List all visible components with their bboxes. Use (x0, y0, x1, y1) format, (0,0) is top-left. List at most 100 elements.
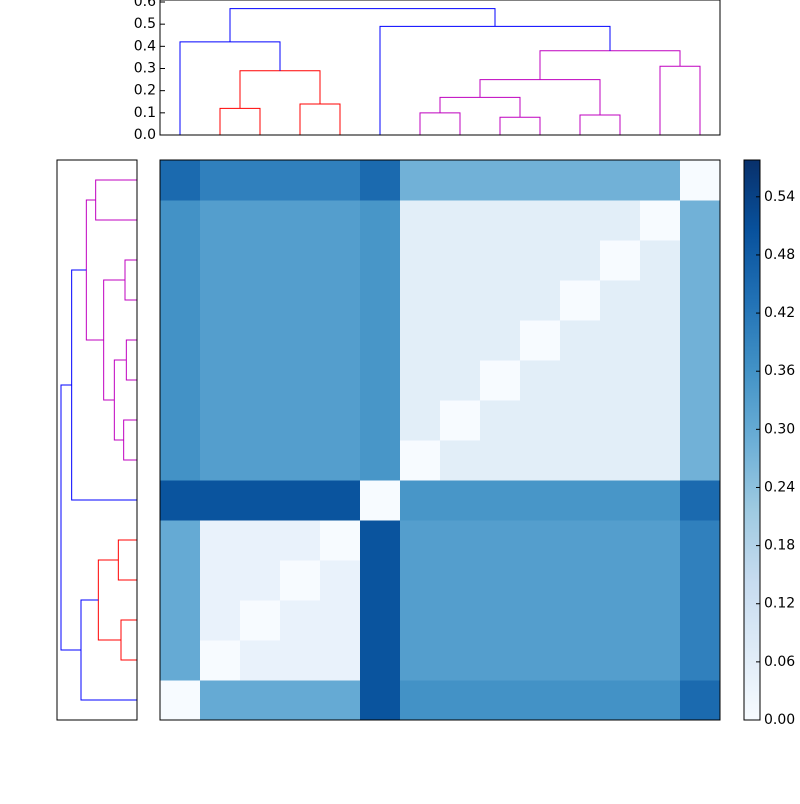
heatmap-cell (280, 160, 321, 201)
top-dendrogram-link (299, 103, 341, 135)
heatmap-cell (680, 640, 721, 681)
heatmap-cell (400, 160, 441, 201)
heatmap-cell (200, 360, 241, 401)
y-tick-label: 0.5 (134, 16, 156, 32)
heatmap-cell (280, 200, 321, 241)
heatmap-cell (680, 240, 721, 281)
top-dendrogram-link (179, 41, 281, 135)
heatmap-cell (280, 600, 321, 641)
heatmap-cell (440, 320, 481, 361)
heatmap-cell (400, 320, 441, 361)
heatmap-cell (200, 640, 241, 681)
heatmap-cell (240, 560, 281, 601)
heatmap-cell (600, 320, 641, 361)
heatmap-cell (360, 520, 401, 561)
y-tick-label: 0.3 (134, 61, 156, 77)
heatmap-cell (160, 680, 201, 721)
left-dendrogram-link (113, 359, 127, 441)
heatmap-cell (240, 360, 281, 401)
heatmap-cell (400, 680, 441, 721)
heatmap-cell (400, 480, 441, 521)
top-dendrogram-link (439, 96, 521, 118)
heatmap-cell (600, 360, 641, 401)
heatmap-cell (360, 200, 401, 241)
colorbar-tick-label: 0.24 (764, 479, 795, 495)
top-dendrogram-link (659, 65, 701, 135)
top-dendrogram-link (219, 107, 261, 135)
heatmap-cell (560, 200, 601, 241)
colorbar-tick-label: 0.48 (764, 247, 795, 263)
heatmap-cell (200, 160, 241, 201)
heatmap-cell (680, 200, 721, 241)
heatmap-cell (280, 240, 321, 281)
heatmap-cell (440, 640, 481, 681)
heatmap-cell (320, 320, 361, 361)
heatmap-cell (240, 320, 281, 361)
heatmap-cell (200, 520, 241, 561)
heatmap-cell (520, 480, 561, 521)
top-dendrogram-link (379, 25, 611, 135)
heatmap-cell (200, 680, 241, 721)
heatmap-cell (520, 280, 561, 321)
heatmap-cell (600, 440, 641, 481)
colorbar-tick-label: 0.36 (764, 363, 795, 379)
heatmap-cell (600, 480, 641, 521)
heatmap-cell (400, 360, 441, 401)
heatmap-cell (600, 280, 641, 321)
heatmap-cell (240, 280, 281, 321)
heatmap-cell (600, 520, 641, 561)
heatmap-cell (680, 400, 721, 441)
heatmap-cell (160, 360, 201, 401)
left-dendrogram-link (95, 179, 137, 221)
heatmap-cell (480, 160, 521, 201)
heatmap-cell (360, 240, 401, 281)
heatmap-cell (480, 240, 521, 281)
heatmap-cell (680, 280, 721, 321)
heatmap-cell (560, 240, 601, 281)
y-tick-label: 0.2 (134, 83, 156, 99)
heatmap-cell (160, 520, 201, 561)
heatmap-cell (200, 560, 241, 601)
heatmap-cell (560, 600, 601, 641)
heatmap-cell (640, 200, 681, 241)
heatmap-cell (360, 280, 401, 321)
left-dendrogram-link (85, 199, 104, 341)
heatmap-cell (360, 680, 401, 721)
heatmap-cell (280, 360, 321, 401)
heatmap-cell (640, 240, 681, 281)
heatmap-cell (480, 320, 521, 361)
colorbar-tick-label: 0.42 (764, 305, 795, 321)
heatmap-cell (280, 680, 321, 721)
heatmap-cell (680, 440, 721, 481)
left-dendrogram-link (117, 539, 137, 581)
heatmap-cell (480, 360, 521, 401)
heatmap-cell (600, 240, 641, 281)
heatmap-cell (440, 240, 481, 281)
heatmap-cell (200, 600, 241, 641)
heatmap-cell (400, 280, 441, 321)
heatmap-cell (320, 360, 361, 401)
heatmap-cell (160, 480, 201, 521)
top-dendrogram-link (239, 70, 321, 109)
heatmap-cell (560, 440, 601, 481)
heatmap-cell (280, 520, 321, 561)
heatmap-cell (600, 400, 641, 441)
left-dendrogram-link (120, 619, 137, 661)
heatmap-cell (160, 560, 201, 601)
heatmap-cell (560, 360, 601, 401)
heatmap-cell (560, 560, 601, 601)
y-tick-label: 0.4 (134, 38, 156, 54)
heatmap-cell (640, 360, 681, 401)
colorbar-tick-label: 0.18 (764, 538, 795, 554)
heatmap-cell (320, 400, 361, 441)
heatmap-cell (320, 680, 361, 721)
heatmap-cell (360, 560, 401, 601)
heatmap-cell (400, 520, 441, 561)
heatmap-cell (320, 200, 361, 241)
heatmap-cell (680, 320, 721, 361)
heatmap-frame (159, 159, 721, 721)
heatmap-cell (360, 360, 401, 401)
heatmap-cell (280, 400, 321, 441)
heatmap-cell (160, 400, 201, 441)
heatmap-cell (400, 400, 441, 441)
